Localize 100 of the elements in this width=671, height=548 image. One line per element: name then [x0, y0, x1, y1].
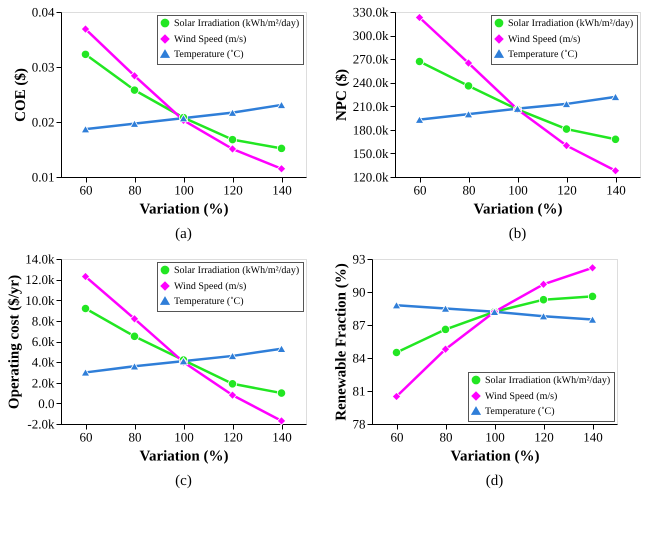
y-tick-label: 93 — [352, 252, 366, 266]
point — [276, 100, 286, 109]
x-tick-label: 100 — [174, 182, 194, 198]
y-tick-label: 180.0k — [352, 122, 389, 138]
point — [228, 135, 238, 144]
point — [228, 379, 238, 388]
point — [464, 81, 474, 90]
x-axis-title: Variation (%) — [139, 202, 229, 218]
y-tick-label: 0.04 — [32, 4, 55, 20]
x-tick-label: 60 — [414, 182, 426, 198]
y-tick-label: 0.01 — [32, 170, 54, 184]
point — [392, 392, 402, 402]
y-tick-label: 0.0 — [38, 396, 54, 411]
point — [130, 71, 140, 80]
point — [588, 292, 598, 301]
y-axis-title: COE ($) — [12, 68, 29, 122]
x-tick-label: 100 — [508, 182, 528, 198]
legend-label: Temperature (˚C) — [174, 296, 244, 307]
y-tick-label: 150.0k — [352, 146, 389, 161]
y-tick-label: 4.0k — [32, 354, 55, 370]
point — [228, 144, 238, 154]
point — [276, 164, 286, 174]
legend-label: Solar Irradiation (kWh/m²/day) — [174, 18, 300, 29]
y-axis-title: Operating cost ($/yr) — [6, 274, 22, 410]
y-axis-title: Renewable Fraction (%) — [334, 263, 350, 421]
point — [130, 362, 140, 370]
point — [130, 332, 140, 341]
point — [130, 120, 140, 128]
text: (b) — [508, 226, 526, 242]
x-tick-label: 60 — [390, 430, 404, 444]
point — [538, 280, 548, 289]
y-tick-label: 87 — [352, 318, 366, 332]
point — [610, 134, 620, 144]
legend-label: Wind Speed (m/s) — [508, 34, 580, 45]
y-tick-label: 330.0k — [352, 4, 389, 20]
point — [276, 344, 286, 353]
x-tick-label: 120 — [223, 182, 243, 198]
x-tick-label: 80 — [462, 182, 476, 198]
point — [440, 304, 450, 313]
point — [80, 24, 90, 34]
legend-label: Solar Irradiation (kWh/m²/day) — [508, 18, 634, 29]
point — [414, 12, 424, 22]
y-tick-label: -2.0k — [27, 416, 55, 432]
text: (d) — [486, 473, 504, 489]
point — [440, 324, 450, 334]
x-tick-label: 120 — [534, 430, 554, 444]
point — [276, 144, 286, 153]
point — [392, 348, 402, 358]
point — [80, 272, 90, 282]
text: (a) — [175, 226, 192, 242]
y-tick-label: 240.0k — [352, 75, 389, 90]
x-tick-label: 100 — [174, 430, 194, 444]
point — [80, 368, 90, 376]
y-tick-label: 0.03 — [32, 60, 54, 74]
y-tick-label: 120.0k — [352, 170, 389, 184]
point — [80, 125, 90, 134]
y-tick-label: 14.0k — [25, 252, 55, 266]
y-tick-label: 84 — [352, 350, 366, 366]
x-tick-label: 60 — [80, 182, 92, 198]
y-tick-label: 90 — [352, 284, 366, 300]
point — [588, 315, 598, 324]
point — [562, 100, 572, 108]
point — [392, 301, 402, 310]
point — [610, 166, 620, 176]
legend-label: Solar Irradiation (kWh/m²/day) — [174, 265, 300, 276]
point — [228, 352, 238, 360]
point — [228, 390, 238, 400]
legend-label: Temperature (˚C) — [508, 49, 578, 60]
x-tick-label: 120 — [223, 430, 243, 444]
y-tick-label: 10.0k — [25, 292, 55, 308]
y-tick-label: 210.0k — [352, 98, 389, 114]
x-tick-label: 60 — [80, 430, 92, 444]
x-axis-title: Variation (%) — [473, 202, 563, 218]
point — [464, 110, 474, 118]
point — [414, 116, 424, 124]
point — [130, 86, 140, 95]
legend-label: Wind Speed (m/s) — [485, 391, 558, 402]
y-tick-label: 8.0k — [32, 313, 55, 328]
y-tick-label: 6.0k — [32, 334, 55, 349]
point — [80, 304, 90, 314]
text: (c) — [175, 473, 192, 489]
point — [414, 56, 424, 66]
y-axis-title: NPC ($) — [334, 68, 350, 122]
x-tick-label: 80 — [440, 430, 452, 444]
point — [562, 124, 572, 134]
x-tick-label: 80 — [128, 182, 142, 198]
point — [228, 108, 238, 117]
legend-label: Wind Speed (m/s) — [174, 34, 246, 45]
point — [464, 58, 474, 68]
y-tick-label: 300.0k — [352, 28, 389, 44]
x-tick-label: 80 — [128, 430, 142, 444]
point — [610, 92, 620, 101]
x-axis-title: Variation (%) — [139, 448, 229, 464]
point — [80, 50, 90, 59]
point — [276, 416, 286, 426]
y-tick-label: 78 — [352, 416, 366, 432]
point — [538, 295, 548, 304]
point — [588, 263, 598, 272]
x-tick-label: 140 — [272, 182, 292, 198]
x-axis-title: Variation (%) — [450, 448, 540, 464]
